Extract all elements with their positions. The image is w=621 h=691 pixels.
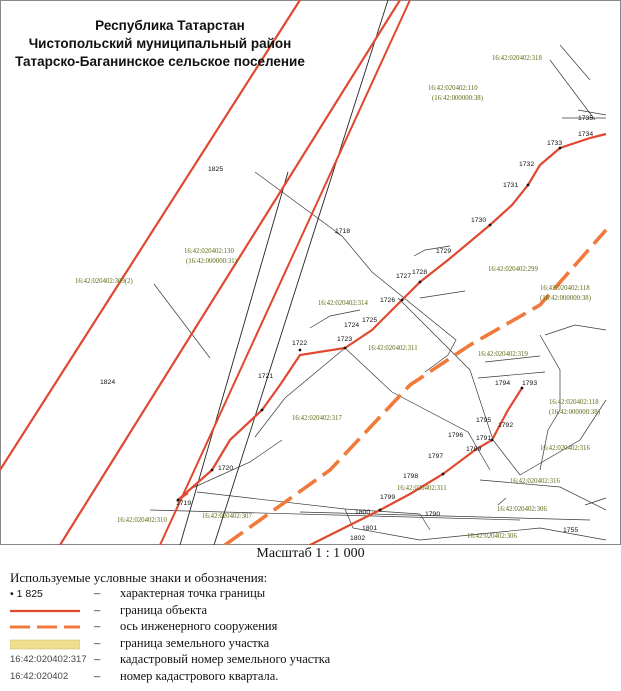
parcel-boundary-symbol	[10, 639, 80, 649]
header-line-2: Чистопольский муниципальный район	[29, 36, 292, 51]
legend-text: граница земельного участка	[120, 635, 270, 650]
point-label: 1790	[425, 511, 440, 518]
point-label: 1789	[466, 446, 481, 453]
point-label: 1722	[292, 340, 307, 347]
point-label: 1718	[335, 228, 350, 235]
cadastral-label: (16:42:000000:38)	[432, 95, 483, 102]
legend-dash: –	[94, 602, 101, 617]
point-label: 1735	[578, 115, 593, 122]
cadastral-label: 16:42:020402:130	[184, 248, 234, 255]
legend-item-point: • 1 825 – характерная точка границы	[6, 586, 616, 603]
legend-text: характерная точка границы	[120, 586, 266, 600]
cadastral-label: 16:42:020402:118	[540, 285, 590, 292]
point-label: 1796	[448, 432, 463, 439]
legend-text: ось инженерного сооружения	[120, 619, 278, 633]
object-boundary-symbol	[10, 609, 80, 612]
cadastral-label: 16:42:020402:316	[510, 478, 560, 485]
legend: Используемые условные знаки и обозначени…	[6, 570, 616, 685]
cadastral-map: Республика Татарстан Чистопольский муниц…	[0, 0, 621, 545]
header-line-3: Татарско-Баганинское сельское поселение	[15, 54, 305, 69]
cadastral-label: 16:42:020402:110	[428, 85, 478, 92]
legend-item-quarter-number: 16:42:020402 – номер кадастрового кварта…	[6, 669, 616, 686]
legend-text: кадастровый номер земельного участка	[120, 652, 331, 666]
cadastral-label: 16:42:020402:306	[467, 533, 517, 540]
cadastral-label: 16:42:020402:314	[318, 300, 368, 307]
point-label: 1797	[428, 453, 443, 460]
object-boundary-lines	[0, 0, 607, 545]
point-label: 1792	[498, 422, 513, 429]
legend-item-parcel-boundary: – граница земельного участка	[6, 636, 616, 653]
cadastral-label: 16:42:020402:311	[368, 345, 418, 352]
cadastral-label: 16:42:020402:310	[117, 517, 167, 524]
cadastral-label: 16:42:020402:307	[202, 513, 252, 520]
point-label: 1824	[100, 379, 115, 386]
cadastral-label: 16:42:020402:317	[292, 415, 342, 422]
legend-point-symbol: • 1 825	[10, 588, 43, 600]
point-label: 1791	[476, 435, 491, 442]
point-label: 1800	[355, 509, 370, 516]
point-labels: 1825 1824 1718 1719 1720 1721 1722 1723 …	[100, 115, 593, 542]
legend-text: номер кадастрового квартала.	[120, 668, 279, 683]
cadastral-label: 16:42:020402:311	[397, 485, 447, 492]
legend-title: Используемые условные знаки и обозначени…	[10, 570, 268, 585]
point-label: 1731	[503, 182, 518, 189]
cadastral-label: (16:42:000000:31)	[186, 258, 237, 265]
point-label: 1720	[218, 465, 233, 472]
legend-dash: –	[94, 668, 101, 683]
point-label: 1723	[337, 336, 352, 343]
point-label: 1726	[380, 297, 395, 304]
point-label: 1795	[476, 417, 491, 424]
cadastral-label: 16:42:020402:318	[492, 55, 542, 62]
cadastral-label: 16:42:020402:316	[540, 445, 590, 452]
header-line-1: Республика Татарстан	[95, 18, 245, 33]
point-label: 1734	[578, 131, 593, 138]
point-label: 1794	[495, 380, 510, 387]
legend-item-object-boundary: – граница объекта	[6, 603, 616, 620]
point-label: 1725	[362, 317, 377, 324]
boundary-point-dots	[176, 146, 562, 512]
point-label: 1729	[436, 248, 451, 255]
cadastral-label: 16:42:020402:118	[549, 399, 599, 406]
point-label: 1755	[563, 527, 578, 534]
point-label: 1799	[380, 494, 395, 501]
legend-item-parcel-number: 16:42:020402:317 – кадастровый номер зем…	[6, 652, 616, 669]
point-label: 1721	[258, 373, 273, 380]
parcel-boundaries	[149, 44, 607, 541]
legend-text: граница объекта	[120, 602, 208, 617]
legend-item-engineering-axis: – ось инженерного сооружения	[6, 619, 616, 636]
map-scale: Масштаб 1 : 1 000	[256, 546, 365, 561]
cadastral-label: 16:42:020402:306	[497, 506, 547, 513]
legend-dash: –	[94, 619, 101, 633]
point-label: 1733	[547, 140, 562, 147]
point-label: 1793	[522, 380, 537, 387]
point-label: 1727	[396, 273, 411, 280]
legend-dash: –	[94, 635, 101, 650]
cadastral-label: 16:42:020402:319	[478, 351, 528, 358]
point-label: 1728	[412, 269, 427, 276]
point-label: 1825	[208, 166, 223, 173]
cadastral-label: (16:42:000000:38)	[540, 295, 591, 302]
point-label: 1802	[350, 535, 365, 542]
point-label: 1724	[344, 322, 359, 329]
legend-dash: –	[94, 652, 101, 666]
point-label: 1732	[519, 161, 534, 168]
legend-cadastral-symbol: 16:42:020402:317	[10, 654, 87, 665]
legend-dash: –	[94, 586, 101, 600]
point-label: 1730	[471, 217, 486, 224]
cadastral-label: 16:42:020402:299	[488, 266, 538, 273]
engineering-axis	[223, 228, 608, 545]
point-label: 1801	[362, 525, 377, 532]
legend-quarter-symbol: 16:42:020402	[10, 670, 69, 682]
cadastral-label: 16:42:020402:309(2)	[75, 278, 133, 285]
point-label: 1798	[403, 473, 418, 480]
engineering-axis-symbol	[10, 625, 80, 629]
cadastral-number-labels: 16:42:020402:318 16:42:020402:110 (16:42…	[75, 55, 600, 540]
point-label: 1719	[176, 500, 191, 507]
cadastral-label: (16:42:000000:38)	[549, 409, 600, 416]
